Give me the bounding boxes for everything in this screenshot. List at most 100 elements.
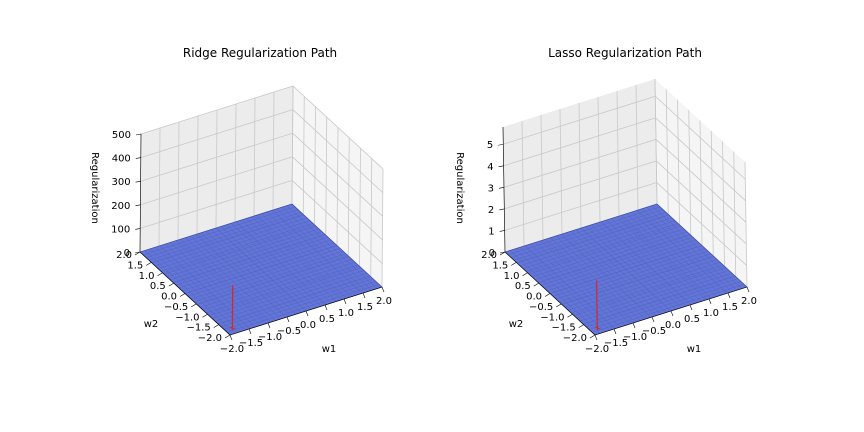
y-tick-mark	[224, 334, 231, 339]
x-tick-mark	[746, 286, 750, 293]
x-tick-label: −1.0	[623, 332, 647, 343]
x-tick-mark	[305, 310, 309, 317]
grid-line	[699, 120, 703, 246]
grid-line	[292, 85, 384, 170]
surface-mesh	[636, 210, 727, 294]
regularization-path	[595, 280, 598, 331]
grid-line	[503, 117, 656, 167]
y-tick-label: −1.0	[175, 312, 199, 323]
grid-line	[291, 85, 294, 205]
x-tick-label: −1.5	[604, 338, 628, 349]
grid-line	[302, 96, 305, 215]
surface-mesh	[145, 209, 299, 258]
y-tick-label: 1.0	[504, 271, 520, 282]
z-axis-label: Regularization	[89, 152, 100, 224]
z-tick-label: 200	[111, 201, 130, 212]
y-tick-label: 0.5	[515, 281, 531, 292]
y-tick-label: 1.5	[492, 260, 508, 271]
regularization-path-tail	[230, 326, 236, 330]
y-tick-mark	[191, 303, 197, 308]
x-tick-mark	[324, 304, 328, 311]
y-tick-label: −1.5	[186, 323, 210, 334]
x-tick-label: 1.5	[722, 302, 738, 313]
y-tick-label: 1.5	[127, 260, 143, 271]
y-tick-label: 0.0	[526, 292, 542, 303]
x-tick-mark	[381, 286, 385, 293]
x-tick-label: 0.0	[300, 320, 316, 331]
grid-line	[504, 160, 657, 210]
x-tick-mark	[594, 334, 598, 341]
grid-line	[540, 114, 544, 241]
grid-line	[292, 109, 384, 193]
x-tick-mark	[727, 292, 731, 299]
z-tick-mark	[135, 204, 141, 207]
grid-line	[655, 95, 746, 180]
y-tick-mark	[589, 334, 596, 339]
chart-title: Lasso Regularization Path	[548, 46, 702, 60]
y-tick-mark	[146, 262, 152, 266]
grid-line	[656, 160, 747, 245]
grid-line	[744, 161, 748, 288]
x-tick-label: −1.0	[258, 332, 282, 343]
y-tick-mark	[179, 293, 186, 297]
y-tick-mark	[511, 262, 517, 266]
y-tick-mark	[544, 293, 551, 297]
grid-line	[597, 96, 601, 223]
x-tick-label: 0.0	[665, 320, 681, 331]
z-tick-label: 4	[487, 162, 493, 173]
y-axis-label: w2	[144, 319, 159, 330]
y-tick-mark	[168, 282, 174, 287]
z-tick-label: 300	[112, 177, 131, 188]
y-tick-label: 2.0	[481, 250, 497, 261]
grid-line	[503, 138, 657, 188]
grid-line	[370, 158, 373, 277]
x-tick-label: −1.5	[239, 338, 263, 349]
surface-mesh	[646, 207, 737, 291]
grid-line	[688, 110, 692, 236]
grid-line	[253, 97, 256, 217]
x-tick-mark	[689, 304, 693, 311]
y-tick-label: −1.0	[540, 312, 564, 323]
grid-line	[635, 84, 639, 211]
grid-line	[616, 90, 620, 217]
surface-mesh	[281, 207, 372, 291]
x-axis-label: w1	[322, 344, 337, 355]
x-tick-label: 1.0	[338, 308, 354, 319]
z-tick-label: 2	[488, 205, 494, 216]
surface-mesh	[271, 210, 362, 294]
z-tick-mark	[499, 251, 506, 254]
grid-line	[381, 168, 384, 288]
surface-mesh	[142, 206, 296, 255]
z-tick-mark	[498, 187, 505, 189]
z-tick-mark	[134, 251, 141, 254]
grid-line	[215, 109, 218, 229]
y-tick-mark	[533, 282, 539, 287]
regularization-path-tail	[595, 326, 601, 330]
grid-line	[158, 127, 161, 247]
grid-line	[292, 156, 383, 241]
grid-line	[234, 103, 237, 223]
surface-mesh	[148, 212, 302, 261]
grid-line	[292, 132, 383, 217]
y-tick-label: −2.0	[198, 333, 222, 344]
x-tick-label: 1.5	[357, 302, 373, 313]
surface-mesh	[516, 214, 670, 264]
y-tick-mark	[134, 251, 141, 256]
x-tick-label: 2.0	[376, 296, 392, 307]
x-tick-mark	[248, 328, 252, 335]
grid-line	[347, 137, 350, 256]
grid-line	[140, 156, 293, 206]
surface-mesh	[519, 217, 673, 267]
z-tick-label: 500	[112, 130, 131, 141]
z-axis-line	[139, 133, 142, 253]
x-tick-mark	[343, 298, 347, 305]
z-tick-mark	[498, 143, 504, 146]
z-tick-mark	[135, 180, 141, 183]
grid-line	[140, 132, 293, 182]
grid-line	[140, 180, 293, 229]
grid-line	[325, 117, 328, 236]
y-tick-mark	[522, 272, 528, 277]
y-axis-label: w2	[509, 319, 524, 330]
surface-mesh	[276, 208, 367, 292]
